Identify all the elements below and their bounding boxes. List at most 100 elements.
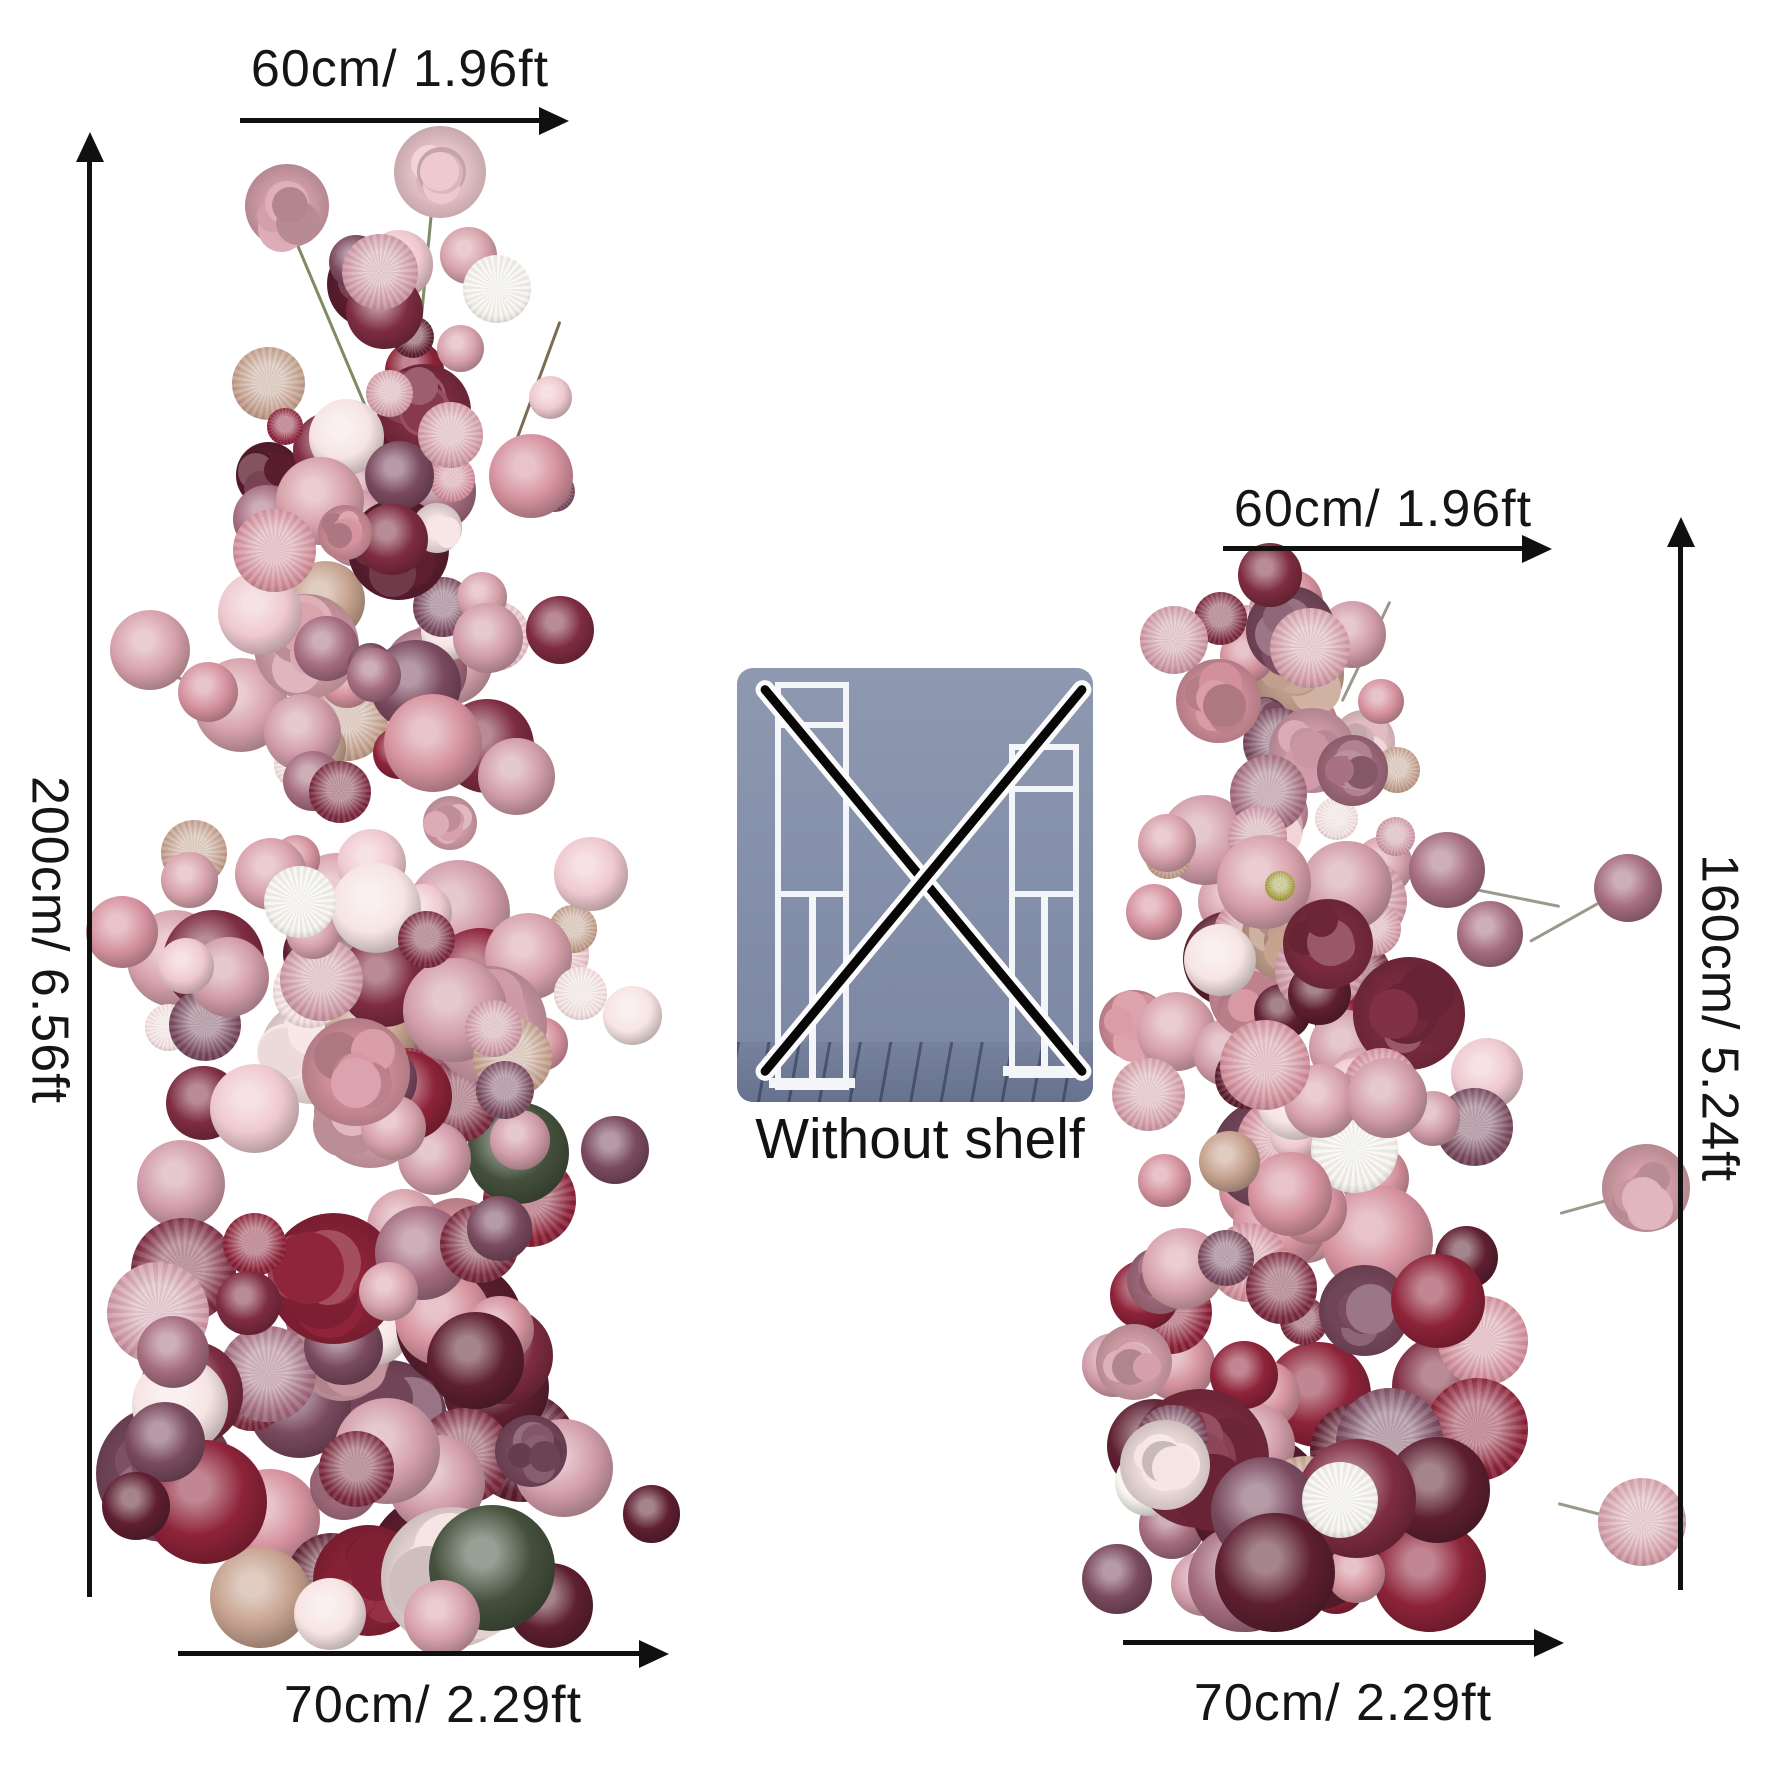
hydrangea-floret (1326, 1104, 1352, 1129)
flower-rose (1324, 908, 1372, 956)
hydrangea-floret (1248, 912, 1289, 952)
hydrangea-floret (401, 388, 447, 434)
flower-rose (1270, 1109, 1320, 1160)
hydrangea-floret (1114, 991, 1147, 1024)
hydrangea-floret (1173, 1454, 1251, 1532)
hydrangea-floret (351, 1549, 403, 1602)
hydrangea-floret (1343, 723, 1375, 756)
hydrangea-floret (430, 1550, 502, 1623)
hydrangea-floret (1255, 610, 1303, 659)
hydrangea-floret (314, 1031, 363, 1080)
hydrangea-floret (1147, 1267, 1174, 1293)
hydrangea-floret (272, 187, 309, 224)
hydrangea-floret (1280, 1515, 1335, 1570)
hydrangea-floret (1306, 752, 1341, 787)
hydrangea-floret (425, 515, 451, 541)
hydrangea-floret (1345, 725, 1375, 754)
hydrangea-floret (363, 1577, 409, 1623)
flower-pompom (264, 866, 336, 938)
flower-rose (138, 1341, 243, 1446)
hydrangea-floret (1272, 610, 1311, 650)
flower-rose (359, 1262, 418, 1322)
flower-rose (1323, 1058, 1386, 1121)
flower-pompom (1249, 584, 1298, 634)
hydrangea-floret (317, 1564, 377, 1624)
hydrangea-floret (1255, 714, 1275, 734)
flower-rose (317, 424, 396, 503)
flower-rose (1435, 1225, 1499, 1289)
hydrangea-floret (1119, 1346, 1152, 1379)
flower-rose (1384, 1437, 1491, 1543)
flower-rose (331, 863, 421, 954)
flower-pompom (1257, 1456, 1354, 1552)
hydrangea-floret (1393, 1415, 1462, 1483)
hydrangea-floret (1393, 989, 1439, 1036)
flower-rose (1273, 1197, 1339, 1264)
flower-rose (1308, 1009, 1385, 1086)
flower-pompom (305, 678, 389, 761)
flower-stem (1454, 884, 1561, 908)
flower-rose (110, 610, 190, 690)
hydrangea-floret (1195, 697, 1230, 732)
flower-pompom (279, 937, 363, 1021)
flower-rose (282, 918, 354, 990)
hydrangea-floret (288, 1007, 338, 1057)
hydrangea-floret (1263, 601, 1296, 634)
flower-rose (1207, 941, 1294, 1028)
flower-pompom (233, 508, 316, 592)
flower-hydrangea (1176, 658, 1261, 744)
hydrangea-floret (303, 1249, 359, 1305)
flower-rose (394, 883, 453, 942)
flower-pompom (1280, 1296, 1328, 1345)
flower-hydrangea (347, 498, 449, 600)
hydrangea-floret (1298, 910, 1346, 957)
hydrangea-floret (1233, 957, 1280, 1004)
hydrangea-floret (268, 208, 304, 244)
hydrangea-floret (1306, 1486, 1372, 1552)
flower-pompom (272, 954, 346, 1028)
flower-rose (263, 693, 342, 772)
hydrangea-floret (1341, 1310, 1378, 1347)
hydrangea-floret (322, 1095, 381, 1154)
hydrangea-floret (148, 1442, 200, 1495)
flower-rose (1391, 1335, 1496, 1440)
hydrangea-floret (418, 1526, 470, 1579)
flower-hydrangea (394, 126, 486, 218)
hydrangea-floret (389, 531, 425, 567)
flower-rose (428, 1504, 555, 1632)
hydrangea-floret (1263, 612, 1305, 653)
flower-hydrangea (1189, 1434, 1326, 1570)
hydrangea-floret (1329, 755, 1360, 786)
flower-pompom (1194, 592, 1248, 646)
flower-rose (554, 837, 628, 911)
flower-pompom (286, 1533, 376, 1623)
flower-rose (513, 1016, 568, 1072)
hydrangea-floret (522, 1435, 554, 1466)
hydrangea-floret (1199, 661, 1243, 706)
flower-rose (442, 1334, 550, 1441)
hydrangea-floret (282, 1004, 336, 1057)
hydrangea-floret (1156, 1442, 1200, 1486)
flower-pompom (1227, 806, 1288, 867)
flower-rose (1232, 1175, 1328, 1271)
flower-hydrangea (1225, 788, 1304, 867)
hydrangea-floret (338, 512, 365, 539)
flower-rose (466, 1196, 532, 1261)
flower-rose (1171, 1551, 1237, 1617)
flower-pompom (1243, 707, 1314, 779)
hydrangea-floret (1231, 1133, 1289, 1191)
hydrangea-floret (356, 1385, 415, 1444)
hydrangea-floret (1264, 931, 1304, 971)
hydrangea-floret (1221, 949, 1269, 998)
flower-rose (286, 905, 340, 959)
flower-hydrangea (377, 363, 472, 459)
hydrangea-floret (1203, 684, 1246, 728)
flower-rose (439, 698, 535, 794)
flower-pompom (415, 1061, 499, 1144)
hydrangea-floret (1133, 1441, 1165, 1472)
hydrangea-floret (239, 450, 275, 486)
hydrangea-floret (353, 245, 386, 279)
flower-rose (1247, 1152, 1332, 1237)
flower-rose (1273, 1081, 1346, 1154)
hydrangea-floret (422, 167, 460, 204)
